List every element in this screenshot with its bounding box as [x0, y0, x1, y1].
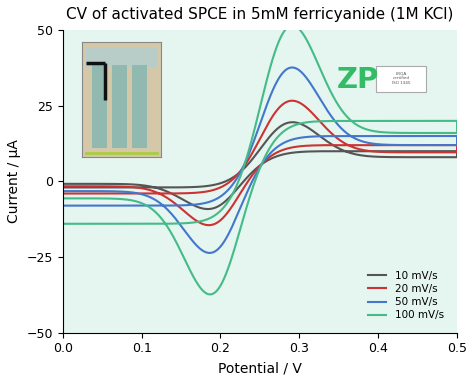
100 mV/s	[208, 292, 213, 297]
50 mV/s	[109, 189, 115, 194]
20 mV/s	[201, 189, 207, 194]
50 mV/s	[207, 251, 213, 255]
20 mV/s	[305, 143, 310, 148]
20 mV/s	[75, 191, 81, 196]
100 mV/s	[201, 218, 207, 223]
20 mV/s	[206, 223, 212, 227]
Y-axis label: Current / μA: Current / μA	[7, 139, 21, 223]
100 mV/s	[60, 196, 65, 201]
Line: 20 mV/s: 20 mV/s	[63, 101, 457, 225]
100 mV/s	[75, 222, 81, 226]
FancyBboxPatch shape	[376, 66, 426, 92]
Text: LRQA
certified
ISO 1345: LRQA certified ISO 1345	[392, 71, 410, 86]
10 mV/s	[289, 120, 295, 125]
50 mV/s	[60, 203, 65, 208]
Line: 100 mV/s: 100 mV/s	[63, 26, 457, 295]
20 mV/s	[417, 150, 423, 155]
50 mV/s	[305, 134, 310, 139]
10 mV/s	[60, 181, 65, 186]
10 mV/s	[417, 155, 423, 160]
20 mV/s	[60, 191, 65, 196]
Legend: 10 mV/s, 20 mV/s, 50 mV/s, 100 mV/s: 10 mV/s, 20 mV/s, 50 mV/s, 100 mV/s	[364, 267, 448, 325]
20 mV/s	[445, 143, 450, 147]
50 mV/s	[75, 203, 81, 208]
20 mV/s	[289, 99, 295, 103]
Line: 10 mV/s: 10 mV/s	[63, 122, 457, 209]
Title: CV of activated SPCE in 5mM ferricyanide (1M KCl): CV of activated SPCE in 5mM ferricyanide…	[66, 7, 454, 22]
100 mV/s	[445, 118, 450, 123]
20 mV/s	[60, 184, 65, 189]
50 mV/s	[445, 134, 450, 138]
50 mV/s	[201, 201, 207, 206]
100 mV/s	[417, 131, 423, 135]
20 mV/s	[109, 184, 115, 189]
100 mV/s	[60, 222, 65, 226]
Line: 50 mV/s: 50 mV/s	[63, 68, 457, 253]
100 mV/s	[289, 23, 295, 28]
100 mV/s	[109, 196, 115, 201]
10 mV/s	[109, 181, 115, 186]
50 mV/s	[60, 189, 65, 193]
10 mV/s	[445, 149, 450, 154]
Text: ZP: ZP	[337, 66, 379, 94]
10 mV/s	[305, 149, 310, 154]
50 mV/s	[289, 65, 295, 70]
10 mV/s	[60, 185, 65, 190]
10 mV/s	[75, 185, 81, 190]
50 mV/s	[417, 143, 423, 147]
10 mV/s	[205, 207, 210, 211]
10 mV/s	[201, 184, 207, 189]
X-axis label: Potential / V: Potential / V	[218, 361, 302, 375]
100 mV/s	[305, 120, 310, 125]
